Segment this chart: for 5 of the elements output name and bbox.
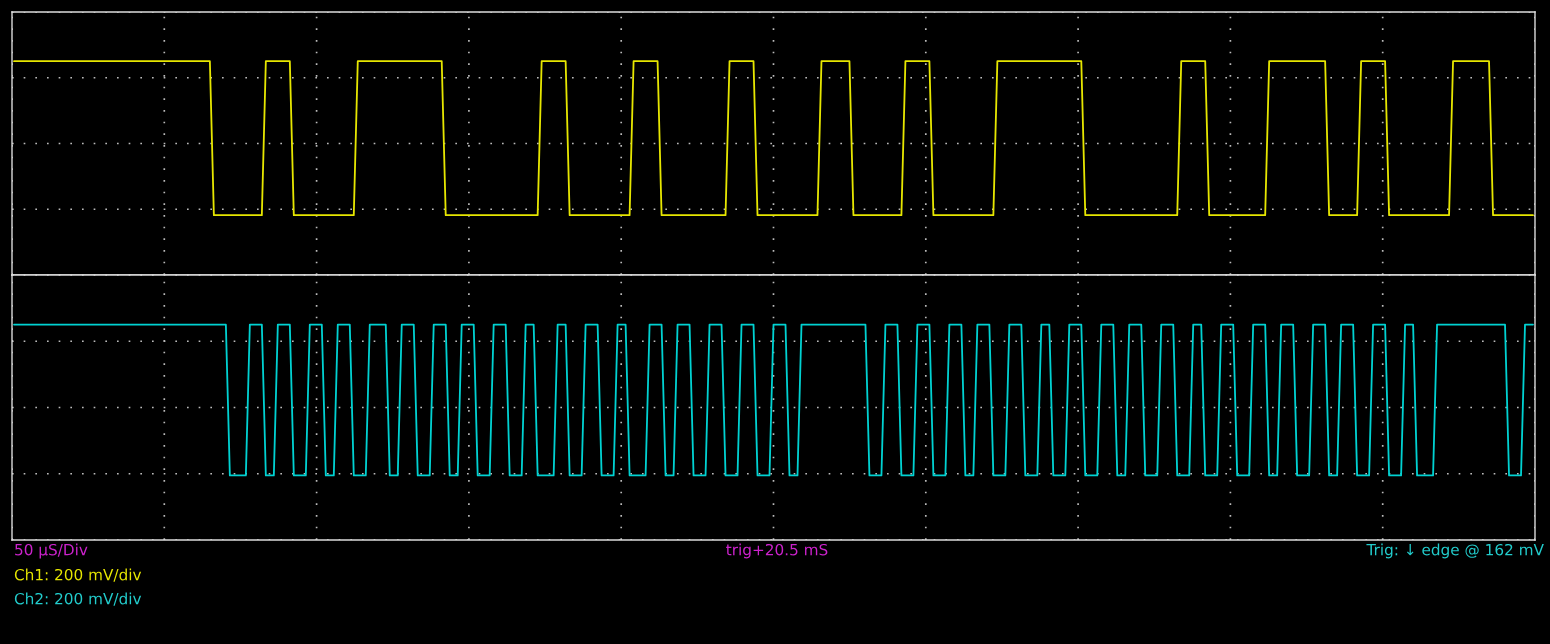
- text: Ch2: 200 mV/div: [14, 592, 142, 606]
- text: Trig: ↓ edge @ 162 mV: [1366, 543, 1544, 559]
- text: trig+20.5 mS: [726, 543, 828, 559]
- text: 50 µS/Div: [15, 543, 88, 559]
- text: Ch1: 200 mV/div: [14, 568, 142, 582]
